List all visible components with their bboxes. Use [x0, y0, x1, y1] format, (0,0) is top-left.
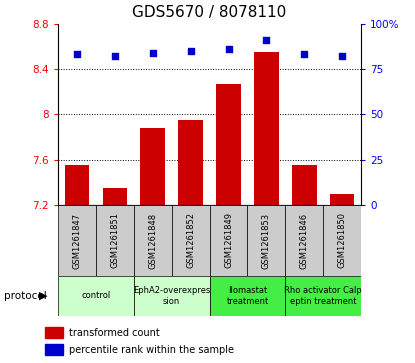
Bar	[330, 194, 354, 205]
Bar	[96, 205, 134, 276]
Bar	[286, 276, 361, 316]
Bar	[210, 276, 286, 316]
Text: GSM1261849: GSM1261849	[224, 212, 233, 269]
Bar	[58, 205, 96, 276]
Text: control: control	[81, 291, 110, 300]
Text: ▶: ▶	[39, 291, 48, 301]
Text: GSM1261847: GSM1261847	[73, 212, 81, 269]
Text: GSM1261853: GSM1261853	[262, 212, 271, 269]
Text: GSM1261852: GSM1261852	[186, 212, 195, 269]
Point	[74, 52, 81, 57]
Bar	[58, 276, 134, 316]
Bar	[45, 344, 63, 355]
Text: transformed count: transformed count	[69, 328, 160, 338]
Text: protocol: protocol	[4, 291, 47, 301]
Text: Rho activator Calp
eptin treatment: Rho activator Calp eptin treatment	[284, 286, 362, 306]
Point	[112, 53, 118, 59]
Bar	[140, 128, 165, 205]
Bar	[178, 120, 203, 205]
Bar	[286, 205, 323, 276]
Point	[187, 48, 194, 54]
Title: GDS5670 / 8078110: GDS5670 / 8078110	[132, 5, 287, 20]
Text: percentile rank within the sample: percentile rank within the sample	[69, 344, 234, 355]
Bar	[210, 205, 247, 276]
Bar	[172, 205, 210, 276]
Bar	[254, 52, 279, 205]
Point	[149, 50, 156, 56]
Point	[225, 46, 232, 52]
Text: GSM1261846: GSM1261846	[300, 212, 309, 269]
Text: EphA2-overexpres
sion: EphA2-overexpres sion	[133, 286, 210, 306]
Bar	[247, 205, 285, 276]
Bar	[65, 166, 89, 205]
Bar	[45, 327, 63, 338]
Bar	[103, 188, 127, 205]
Point	[301, 52, 308, 57]
Bar	[134, 276, 210, 316]
Bar	[292, 166, 317, 205]
Point	[263, 37, 270, 43]
Text: GSM1261851: GSM1261851	[110, 212, 120, 269]
Text: Ilomastat
treatment: Ilomastat treatment	[226, 286, 269, 306]
Bar	[134, 205, 172, 276]
Bar	[323, 205, 361, 276]
Text: GSM1261848: GSM1261848	[148, 212, 157, 269]
Bar	[216, 84, 241, 205]
Point	[339, 53, 345, 59]
Text: GSM1261850: GSM1261850	[338, 212, 347, 269]
